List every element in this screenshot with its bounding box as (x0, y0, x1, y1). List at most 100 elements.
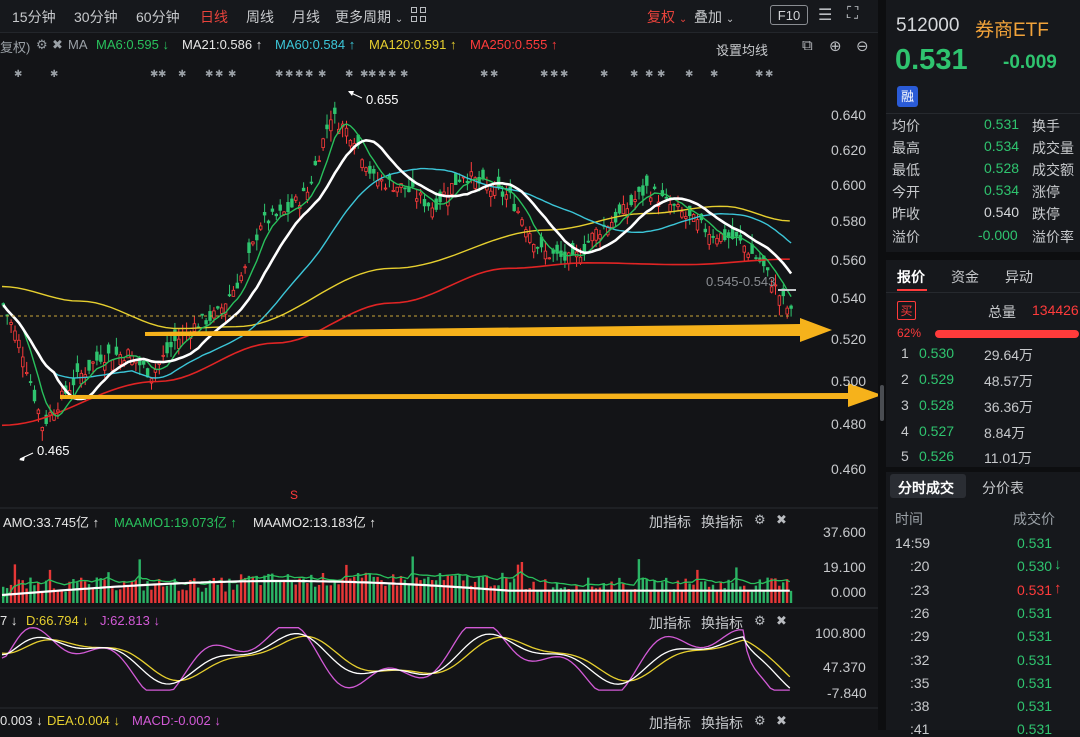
event-marker[interactable]: ✱ (360, 69, 368, 80)
event-marker[interactable]: ✱ (755, 69, 763, 80)
tab-capital[interactable]: 资金 (951, 269, 979, 285)
ma120-line (1, 205, 790, 330)
candle-body (313, 160, 317, 166)
close-icon[interactable]: ✖ (52, 37, 63, 52)
tab-60min[interactable]: 60分钟 (136, 9, 180, 25)
event-marker[interactable]: ✱ (560, 69, 568, 80)
switch-indicator-button[interactable]: 换指标 (701, 715, 743, 731)
event-marker[interactable]: ✱ (345, 69, 353, 80)
event-marker[interactable]: ✱ (710, 69, 718, 80)
amo-bar (275, 581, 278, 603)
switch-indicator-button[interactable]: 换指标 (701, 615, 743, 631)
tab-quote[interactable]: 报价 (897, 269, 925, 285)
candle-body (368, 165, 372, 174)
tab-weekly[interactable]: 周线 (246, 9, 274, 25)
event-marker[interactable]: ✱ (275, 69, 283, 80)
amo-bar (735, 567, 738, 603)
event-marker[interactable]: ✱ (368, 69, 376, 80)
tab-30min[interactable]: 30分钟 (74, 9, 118, 25)
candle-body (668, 203, 672, 212)
f10-button[interactable]: F10 (770, 5, 808, 25)
candle-body (492, 184, 497, 196)
candle-body (528, 233, 532, 243)
event-marker[interactable]: ✱ (490, 69, 498, 80)
event-marker[interactable]: ✱ (50, 69, 58, 80)
tab-price-table[interactable]: 分价表 (982, 480, 1024, 496)
switch-indicator-button[interactable]: 换指标 (701, 514, 743, 530)
add-indicator-button[interactable]: 加指标 (649, 514, 691, 530)
amo-bar (551, 587, 555, 603)
candle-body (99, 354, 103, 362)
amo-bar (333, 582, 336, 603)
support-arrow-lower (60, 383, 878, 407)
amo-bar (672, 589, 676, 603)
zoom-in-icon[interactable]: ⊕ (829, 38, 842, 55)
event-marker[interactable]: ✱ (158, 69, 166, 80)
candle-body (223, 303, 228, 315)
tab-alerts[interactable]: 异动 (1005, 269, 1033, 285)
amo-bar (458, 574, 461, 603)
event-marker[interactable]: ✱ (215, 69, 223, 80)
event-marker[interactable]: ✱ (645, 69, 653, 80)
buy-badge: 买 (897, 301, 916, 320)
overlay-dropdown[interactable]: 叠加 ⌄ (694, 7, 734, 27)
tab-monthly[interactable]: 月线 (292, 9, 320, 25)
candle-body (379, 179, 384, 182)
event-marker[interactable]: ✱ (600, 69, 608, 80)
event-marker[interactable]: ✱ (550, 69, 558, 80)
adjust-dropdown[interactable]: 复权 ⌄ (647, 7, 687, 27)
zoom-out-icon[interactable]: ⊖ (856, 38, 869, 55)
event-marker[interactable]: ✱ (480, 69, 488, 80)
amo-bar (528, 588, 531, 603)
candle-body (711, 236, 715, 238)
amo-bar (637, 559, 641, 603)
tab-more-periods[interactable]: 更多周期 ⌄ (335, 7, 403, 27)
gear-icon[interactable]: ⚙ (754, 713, 766, 728)
event-marker[interactable]: ✱ (400, 69, 408, 80)
add-indicator-button[interactable]: 加指标 (649, 615, 691, 631)
event-marker[interactable]: ✱ (388, 69, 396, 80)
candle-body (520, 219, 524, 226)
tab-daily[interactable]: 日线 (200, 9, 228, 25)
settings-lines-icon[interactable]: ☰ (818, 7, 833, 24)
amo-bar (208, 580, 212, 603)
event-marker[interactable]: ✱ (540, 69, 548, 80)
candlestick-series (1, 101, 793, 441)
tab-15min[interactable]: 15分钟 (12, 9, 56, 25)
event-marker[interactable]: ✱ (378, 69, 386, 80)
event-marker[interactable]: ✱ (228, 69, 236, 80)
event-marker[interactable]: ✱ (178, 69, 186, 80)
event-marker[interactable]: ✱ (765, 69, 773, 80)
event-marker[interactable]: ✱ (150, 69, 158, 80)
layout-grid-icon[interactable] (411, 7, 427, 23)
event-marker[interactable]: ✱ (318, 69, 326, 80)
security-name: 券商ETF (975, 20, 1049, 41)
amo-bar (247, 575, 251, 603)
tab-time-sales[interactable]: 分时成交 (890, 474, 966, 498)
amo-bar (579, 591, 582, 603)
fullscreen-icon[interactable]: ⛶ (847, 5, 859, 22)
macd-dif-value: 0.003 ↓ (0, 713, 43, 728)
event-marker[interactable]: ✱ (630, 69, 638, 80)
candle-body (500, 191, 505, 197)
event-marker[interactable]: ✱ (657, 69, 665, 80)
event-marker[interactable]: ✱ (285, 69, 293, 80)
copy-icon[interactable]: ⧉ (802, 37, 813, 54)
add-indicator-button[interactable]: 加指标 (649, 715, 691, 731)
panel-splitter[interactable] (878, 0, 886, 730)
gear-icon[interactable]: ⚙ (754, 512, 766, 527)
close-icon[interactable]: ✖ (776, 713, 787, 728)
low-price-label: 0.465 (37, 443, 70, 458)
gear-icon[interactable]: ⚙ (754, 613, 766, 628)
close-icon[interactable]: ✖ (776, 512, 787, 527)
event-marker[interactable]: ✱ (14, 69, 22, 80)
event-marker[interactable]: ✱ (295, 69, 303, 80)
gear-icon[interactable]: ⚙ (36, 37, 48, 52)
kline-chart[interactable]: ✱ ✱ ✱ ✱ ✱ ✱ ✱ ✱ ✱ ✱ ✱ ✱ ✱ ✱ ✱ ✱ ✱ ✱ ✱ ✱ ✱ ✱ ✱ ✱ ✱ ✱ ✱ ✱ ✱ ✱ ✱ ✱ (0, 0, 878, 730)
close-icon[interactable]: ✖ (776, 613, 787, 628)
candle-body (87, 359, 91, 371)
event-marker[interactable]: ✱ (205, 69, 213, 80)
scrollbar-thumb[interactable] (880, 385, 884, 421)
event-marker[interactable]: ✱ (685, 69, 693, 80)
event-marker[interactable]: ✱ (305, 69, 313, 80)
